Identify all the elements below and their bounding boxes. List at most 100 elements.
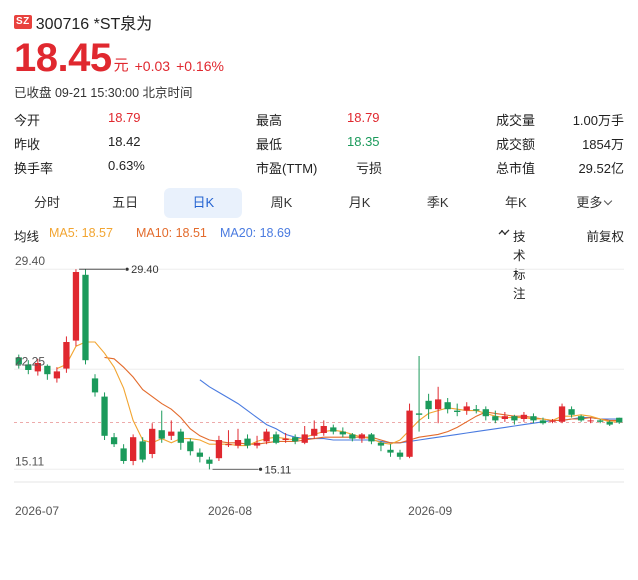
candle-up — [168, 420, 175, 440]
candle-up — [149, 423, 156, 459]
tab-intraday[interactable]: 分时 — [34, 195, 61, 210]
candle-body — [339, 431, 346, 435]
ma10-line — [104, 356, 620, 445]
candle-body — [501, 416, 509, 419]
high-marker-dot — [125, 267, 129, 271]
candle-body — [272, 434, 280, 443]
candle-up — [434, 386, 442, 424]
candle-body — [511, 416, 518, 421]
candle-down — [597, 419, 604, 424]
low-marker-dot — [258, 467, 263, 471]
tech-annotation-button[interactable]: 技术标注 — [498, 226, 526, 301]
candle-body — [349, 434, 356, 439]
candle-body — [434, 399, 442, 410]
candle-body — [101, 396, 108, 436]
candle-up — [301, 426, 308, 445]
stat-row: 今开 18.79 最高 18.79 成交量 1.00万手 — [14, 108, 624, 132]
tab-daily-k[interactable]: 日K — [164, 188, 243, 218]
stat-value-volume: 1.00万手 — [572, 113, 624, 128]
tab-five-day[interactable]: 五日 — [112, 195, 139, 210]
ma20-value: MA20: 18.69 — [220, 226, 291, 240]
y-tick-label: 22.25 — [15, 354, 45, 368]
candle-body — [168, 431, 175, 436]
candle-down — [415, 356, 423, 432]
ma-legend: 均线 MA5: 18.57 MA10: 18.51 MA20: 18.69 技术… — [14, 226, 624, 301]
y-tick-label: 29.40 — [15, 254, 45, 268]
stat-label-high: 最高 — [256, 113, 283, 128]
candle-down — [577, 414, 585, 422]
adjust-toggle[interactable]: 前复权 — [586, 230, 624, 244]
candle-down — [244, 434, 251, 449]
candle-body — [234, 440, 242, 446]
kline-chart[interactable]: 29.40 22.25 15.11 2026-07 2026-08 2026-09 29.4… — [0, 250, 638, 540]
candle-body — [415, 413, 423, 415]
candle-body — [72, 272, 80, 341]
candle-down — [206, 456, 213, 470]
x-tick-label: 2026-08 — [208, 504, 252, 518]
candle-down — [377, 441, 385, 452]
stat-label-low: 最低 — [256, 137, 283, 152]
candle-body — [530, 416, 537, 421]
candle-body — [82, 274, 89, 361]
candle-body — [454, 410, 461, 412]
candle-body — [587, 420, 594, 422]
candle-down — [139, 437, 146, 463]
stat-value-prev-close: 18.42 — [108, 134, 141, 149]
candle-up — [263, 428, 270, 445]
tab-more-label: 更多 — [576, 195, 603, 210]
candle-body — [368, 434, 375, 442]
price-unit: 元 — [113, 57, 129, 74]
stat-value-open: 18.79 — [108, 110, 141, 125]
candle-body — [358, 434, 366, 439]
candle-body — [406, 410, 413, 457]
candle-body — [463, 406, 470, 411]
candle-up — [549, 419, 556, 424]
stat-label-prev-close: 昨收 — [14, 137, 41, 152]
candle-body — [377, 442, 385, 446]
candle-up — [520, 412, 528, 422]
candle-body — [206, 459, 213, 464]
candle-down — [101, 392, 108, 440]
candle-down — [91, 374, 99, 397]
candle-down — [82, 269, 89, 365]
candle-down — [396, 449, 404, 460]
current-price: 18.45 — [14, 36, 112, 80]
y-tick-label: 15.11 — [15, 454, 44, 468]
stat-value-turnover-rate: 0.63% — [108, 158, 145, 173]
ma10-value: MA10: 18.51 — [136, 226, 207, 240]
tab-quarterly-k[interactable]: 季K — [426, 195, 449, 210]
candle-down — [196, 448, 204, 463]
candle-down — [349, 433, 356, 442]
tab-yearly-k[interactable]: 年K — [504, 195, 527, 210]
candle-down — [444, 398, 451, 414]
candle-body — [616, 417, 623, 423]
candle-down — [44, 364, 51, 380]
candle-body — [492, 416, 499, 421]
tab-more[interactable]: 更多 — [555, 188, 633, 218]
candle-body — [539, 420, 547, 424]
candle-body — [244, 438, 251, 446]
candle-down — [539, 417, 547, 425]
candle-body — [577, 416, 585, 421]
price-change: +0.03 — [134, 58, 171, 74]
candle-down — [368, 433, 375, 445]
candle-body — [91, 378, 99, 393]
candle-body — [558, 406, 566, 422]
candle-body — [473, 409, 480, 411]
x-tick-label: 2026-09 — [408, 504, 452, 518]
candle-up — [501, 412, 509, 422]
period-tabs: 分时 五日 日K 周K 月K 季K 年K 更多 — [8, 188, 633, 218]
candle-body — [301, 434, 308, 443]
tab-monthly-k[interactable]: 月K — [348, 195, 371, 210]
candle-body — [129, 437, 137, 461]
title-row: SZ 300716 *ST泉为 — [14, 10, 624, 34]
candle-body — [215, 440, 223, 459]
candle-up — [311, 420, 318, 439]
candle-up — [463, 402, 470, 415]
tab-weekly-k[interactable]: 周K — [270, 195, 293, 210]
stat-value-low: 18.35 — [347, 134, 380, 149]
candle-down — [120, 444, 127, 464]
candle-down — [187, 438, 194, 456]
candle-body — [53, 371, 61, 379]
candle-body — [263, 431, 270, 442]
